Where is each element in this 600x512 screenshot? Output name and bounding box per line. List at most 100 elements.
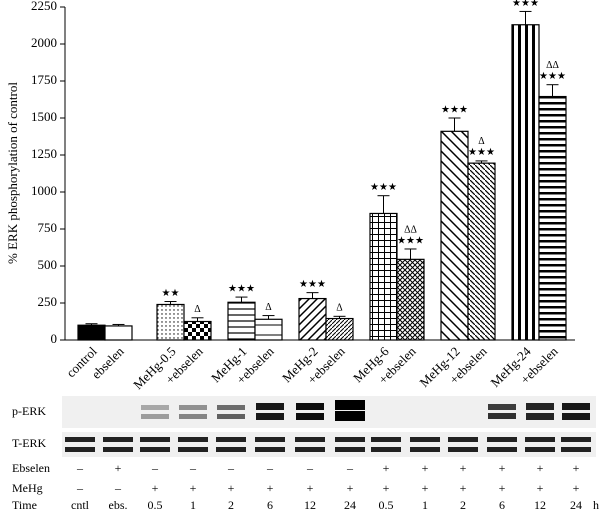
band — [335, 411, 365, 421]
band — [296, 413, 324, 420]
condition-value: 24 — [570, 498, 582, 512]
condition-value: cntl — [71, 498, 90, 512]
y-tick-label: 1250 — [31, 146, 57, 161]
y-tick-label: 250 — [38, 294, 58, 309]
bar — [325, 317, 354, 341]
condition-value: 0.5 — [379, 498, 394, 512]
bar — [511, 24, 540, 341]
time-unit: h — [593, 498, 599, 512]
blot-row-label: p-ERK — [12, 404, 46, 418]
y-tick-label: 2250 — [31, 0, 57, 13]
condition-value: 12 — [534, 498, 546, 512]
condition-value: + — [422, 481, 429, 495]
blot-row-label: T-ERK — [12, 436, 47, 450]
y-axis-label: % ERK phosphorylation of control — [5, 82, 20, 264]
condition-value: + — [383, 461, 390, 475]
band — [178, 447, 208, 452]
condition-value: + — [537, 461, 544, 475]
significance-delta: Δ — [265, 302, 272, 313]
bar — [156, 303, 185, 341]
bar — [254, 318, 283, 341]
band — [525, 447, 555, 452]
y-tick-label: 1750 — [31, 72, 57, 87]
band — [216, 447, 246, 452]
condition-value: – — [189, 461, 197, 475]
condition-value: – — [76, 481, 84, 495]
band — [526, 403, 554, 410]
bar — [298, 297, 327, 341]
condition-value: 6 — [267, 498, 273, 512]
condition-value: – — [151, 461, 159, 475]
condition-label: Ebselen — [12, 461, 50, 475]
blot: p-ERK T-ERK — [12, 396, 596, 457]
band — [488, 404, 516, 410]
y-tick-label: 2000 — [31, 35, 57, 50]
condition-value: + — [460, 481, 467, 495]
condition-value: – — [114, 481, 122, 495]
band — [255, 437, 285, 442]
condition-value: – — [306, 461, 314, 475]
condition-value: + — [499, 481, 506, 495]
condition-value: 1 — [422, 498, 428, 512]
condition-value: + — [307, 481, 314, 495]
condition-label: Time — [12, 498, 37, 512]
band — [295, 447, 325, 452]
significance-stars: ★★★ — [370, 182, 397, 193]
blot-strip — [62, 432, 596, 457]
band — [335, 437, 365, 442]
condition-value: ebs. — [109, 498, 128, 512]
p-erk-bands — [141, 400, 590, 421]
condition-value: – — [266, 461, 274, 475]
condition-value: 0.5 — [148, 498, 163, 512]
band — [178, 437, 208, 442]
band — [525, 437, 555, 442]
condition-value: + — [228, 481, 235, 495]
y-tick-label: 0 — [51, 331, 58, 346]
bar — [440, 130, 469, 341]
band — [561, 437, 591, 442]
band — [295, 437, 325, 442]
band — [371, 437, 401, 442]
condition-value: 12 — [304, 498, 316, 512]
condition-label: MeHg — [12, 481, 43, 495]
condition-value: + — [152, 481, 159, 495]
significance-stars: ★★★ — [539, 71, 566, 82]
band — [255, 447, 285, 452]
significance-stars: ★★★ — [397, 235, 424, 246]
band — [217, 414, 245, 419]
band — [65, 447, 95, 452]
condition-value: 24 — [344, 498, 356, 512]
bar — [104, 325, 133, 341]
y-tick-label: 750 — [38, 220, 58, 235]
significance-stars: ★★★ — [441, 104, 468, 115]
condition-value: + — [190, 481, 197, 495]
band — [562, 403, 590, 410]
band — [335, 447, 365, 452]
condition-value: + — [573, 461, 580, 475]
band — [140, 437, 170, 442]
blot-strip — [62, 396, 596, 428]
band — [179, 405, 207, 410]
band — [217, 405, 245, 410]
condition-value: 2 — [460, 498, 466, 512]
condition-value: – — [346, 461, 354, 475]
significance-stars: ★★★ — [299, 279, 326, 290]
band — [141, 414, 169, 419]
bar — [467, 162, 496, 341]
band — [65, 437, 95, 442]
bar — [183, 320, 212, 341]
condition-value: – — [76, 461, 84, 475]
significance-delta: Δ — [336, 303, 343, 314]
bar — [396, 258, 425, 341]
band — [256, 413, 284, 420]
condition-value: + — [460, 461, 467, 475]
band — [296, 403, 324, 410]
y-tick-label: 500 — [38, 257, 58, 272]
significance-delta: ΔΔ — [546, 60, 559, 71]
condition-value: + — [267, 481, 274, 495]
y-tick-label: 1500 — [31, 109, 57, 124]
band — [487, 437, 517, 442]
significance-stars: ★★★ — [512, 0, 539, 9]
condition-value: + — [115, 461, 122, 475]
